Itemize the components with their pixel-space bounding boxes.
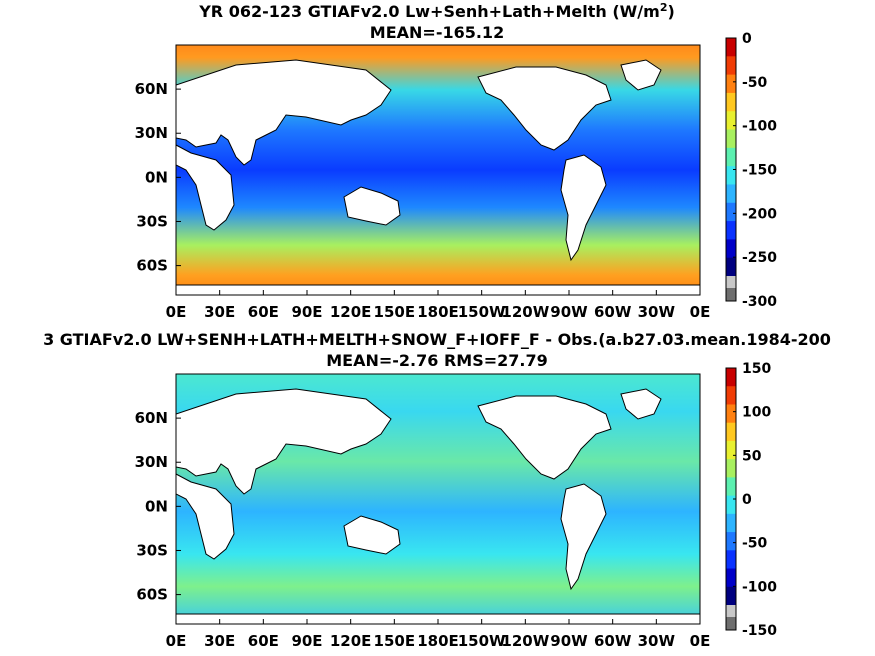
x-tick-label: 120E	[330, 632, 372, 650]
colorbar-segment	[726, 38, 736, 57]
colorbar-segment	[726, 477, 736, 497]
chart-1-y-ticks: 60N 30N 0N 30S 60S	[135, 80, 181, 275]
y-tick-label: 30N	[135, 124, 168, 142]
y-tick-label: 30N	[135, 453, 168, 471]
colorbar-tick-label: 150	[742, 361, 771, 377]
colorbar-segment	[726, 56, 736, 76]
colorbar-segment	[726, 184, 736, 204]
colorbar-tick-label: 0	[742, 492, 752, 508]
colorbar-segment	[726, 129, 736, 149]
colorbar-segment	[726, 495, 736, 515]
colorbar-segment	[726, 404, 736, 424]
colorbar-segment	[726, 513, 736, 533]
x-tick-label: 60E	[248, 632, 279, 650]
colorbar-segment	[726, 147, 736, 167]
chart-1-mean: MEAN=-165.12	[370, 23, 504, 42]
chart-1-colorbar: 0 -50 -100 -150 -200 -250 -300	[725, 31, 777, 310]
y-tick-label: 0N	[145, 168, 168, 186]
x-tick-label: 0E	[690, 632, 711, 650]
chart-panel-2: 3 GTIAFv2.0 LW+SENH+LATH+MELTH+SNOW_F+IO…	[43, 330, 831, 650]
x-tick-label: 90W	[550, 303, 588, 321]
colorbar-segment	[726, 586, 736, 606]
colorbar-out-of-range	[726, 288, 736, 301]
colorbar-segment	[726, 257, 736, 277]
x-tick-label: 180E	[417, 303, 459, 321]
colorbar-tick-label: -100	[742, 119, 777, 135]
x-tick-label: 30E	[204, 632, 235, 650]
x-tick-label: 150W	[458, 303, 506, 321]
colorbar-segment	[726, 202, 736, 222]
colorbar-tick-label: 50	[742, 448, 762, 464]
x-tick-label: 60W	[594, 632, 632, 650]
x-tick-label: 150E	[374, 303, 416, 321]
x-tick-label: 90W	[550, 632, 588, 650]
colorbar-tick-label: -200	[742, 206, 777, 222]
colorbar-tick-label: -50	[742, 75, 768, 91]
colorbar-tick-label: 100	[742, 405, 771, 421]
x-tick-label: 150E	[374, 632, 416, 650]
y-tick-label: 60S	[136, 586, 168, 604]
x-tick-label: 30E	[204, 303, 235, 321]
colorbar-segment	[726, 440, 736, 460]
y-tick-label: 60S	[136, 257, 168, 275]
colorbar-segment	[726, 568, 736, 588]
colorbar-segment	[726, 166, 736, 185]
colorbar-tick-label: -50	[742, 536, 768, 552]
x-tick-label: 60W	[594, 303, 632, 321]
colorbar-tick-label: -100	[742, 579, 777, 595]
y-tick-label: 30S	[136, 212, 168, 230]
chart-1-title: YR 062-123 GTIAFv2.0 Lw+Senh+Lath+Melth …	[198, 1, 675, 21]
colorbar-segment	[726, 532, 736, 551]
x-tick-label: 150W	[458, 632, 506, 650]
y-tick-label: 60N	[135, 80, 168, 98]
colorbar-segment	[726, 221, 736, 240]
chart-2-colorbar: 150 100 50 0 -50 -100 -150	[725, 361, 777, 639]
chart-panel-1: YR 062-123 GTIAFv2.0 Lw+Senh+Lath+Melth …	[135, 1, 778, 321]
colorbar-segment	[726, 550, 736, 570]
chart-2-y-ticks: 60N 30N 0N 30S 60S	[135, 409, 181, 604]
colorbar-tick-label: -150	[742, 623, 777, 639]
y-tick-label: 30S	[136, 541, 168, 559]
x-tick-label: 180E	[417, 632, 459, 650]
x-tick-label: 0E	[690, 303, 711, 321]
chart-2-title: 3 GTIAFv2.0 LW+SENH+LATH+MELTH+SNOW_F+IO…	[43, 330, 831, 349]
colorbar-segment	[726, 74, 736, 94]
colorbar-tick-label: -250	[742, 250, 777, 266]
x-tick-label: 60E	[248, 303, 279, 321]
colorbar-segment	[726, 92, 736, 112]
y-tick-label: 60N	[135, 409, 168, 427]
colorbar-segment	[726, 459, 736, 478]
colorbar-tick-label: -150	[742, 163, 777, 179]
colorbar-segment	[726, 368, 736, 387]
colorbar-out-of-range	[726, 617, 736, 630]
colorbar-segment	[726, 276, 736, 288]
x-tick-label: 0E	[166, 632, 187, 650]
colorbar-segment	[726, 386, 736, 405]
colorbar-segment	[726, 422, 736, 442]
colorbar-segment	[726, 605, 736, 617]
x-tick-label: 30W	[638, 632, 676, 650]
y-tick-label: 0N	[145, 497, 168, 515]
x-tick-label: 0E	[166, 303, 187, 321]
x-tick-label: 120W	[501, 632, 549, 650]
x-tick-label: 90E	[291, 632, 322, 650]
chart-2-mean-rms: MEAN=-2.76 RMS=27.79	[326, 351, 548, 370]
colorbar-tick-label: 0	[742, 31, 752, 47]
colorbar-segment	[726, 239, 736, 259]
x-tick-label: 120W	[501, 303, 549, 321]
x-tick-label: 30W	[638, 303, 676, 321]
x-tick-label: 90E	[291, 303, 322, 321]
colorbar-tick-label: -300	[742, 294, 777, 310]
colorbar-segment	[726, 111, 736, 131]
x-tick-label: 120E	[330, 303, 372, 321]
